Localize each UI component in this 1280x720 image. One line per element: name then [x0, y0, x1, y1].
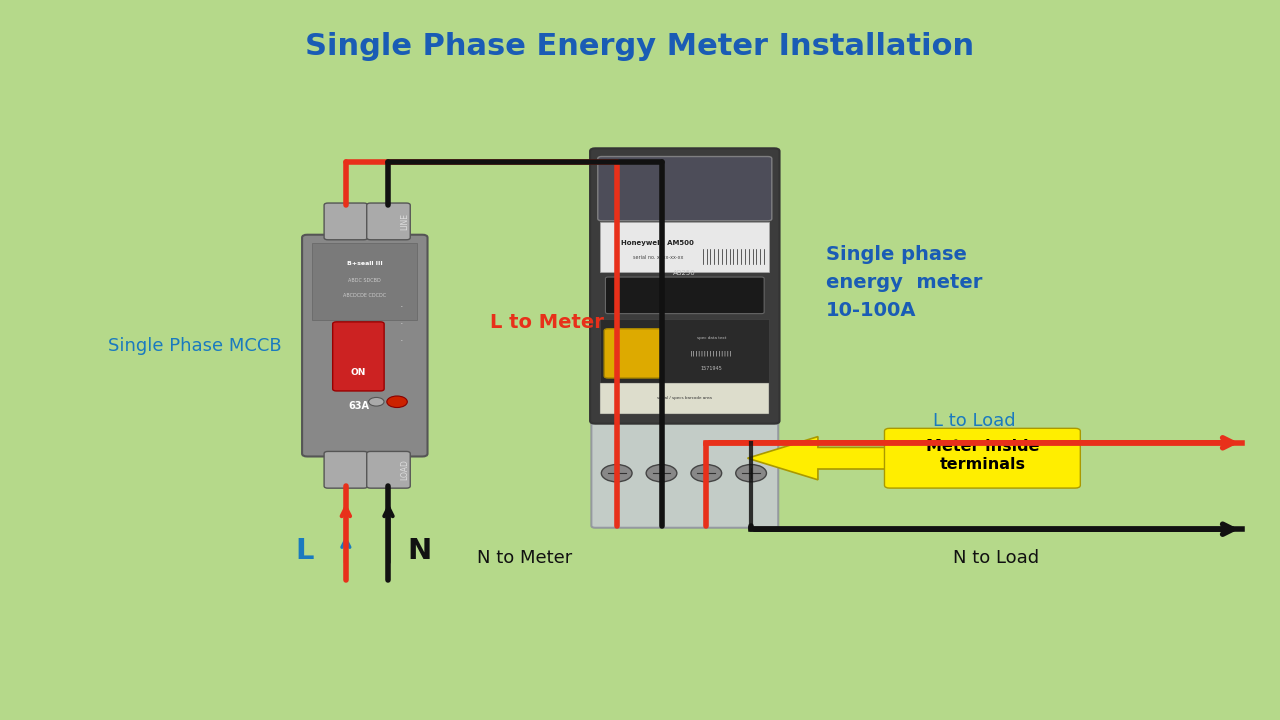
Circle shape — [691, 464, 722, 482]
FancyBboxPatch shape — [605, 277, 764, 314]
FancyBboxPatch shape — [366, 451, 410, 488]
Text: Honeywell  AM500: Honeywell AM500 — [622, 240, 694, 246]
Text: ·: · — [399, 302, 403, 312]
FancyBboxPatch shape — [591, 411, 778, 528]
Text: L to Meter: L to Meter — [490, 312, 604, 332]
Circle shape — [602, 464, 632, 482]
Text: ·: · — [399, 336, 403, 346]
Text: AB250: AB250 — [673, 270, 696, 276]
Text: spec data text: spec data text — [698, 336, 726, 341]
Text: Single Phase MCCB: Single Phase MCCB — [108, 336, 282, 354]
Polygon shape — [748, 436, 890, 480]
FancyBboxPatch shape — [600, 222, 769, 271]
Circle shape — [387, 396, 407, 408]
Text: ON: ON — [351, 368, 366, 377]
FancyBboxPatch shape — [600, 319, 769, 384]
FancyBboxPatch shape — [598, 156, 772, 221]
FancyBboxPatch shape — [366, 203, 410, 240]
Text: Single phase
energy  meter
10-100A: Single phase energy meter 10-100A — [826, 245, 982, 320]
Text: ABDC SDCBD: ABDC SDCBD — [348, 279, 381, 283]
FancyBboxPatch shape — [600, 382, 769, 414]
Text: Meter inside
terminals: Meter inside terminals — [925, 438, 1039, 472]
Text: N to Load: N to Load — [954, 549, 1039, 567]
Text: LINE: LINE — [401, 213, 410, 230]
Text: Single Phase Energy Meter Installation: Single Phase Energy Meter Installation — [306, 32, 974, 61]
Text: N: N — [407, 537, 431, 564]
Text: L: L — [296, 537, 314, 564]
Text: L to Load: L to Load — [933, 412, 1015, 430]
Text: serial no. xxxx-xx-xx: serial no. xxxx-xx-xx — [632, 256, 684, 261]
FancyBboxPatch shape — [312, 243, 417, 320]
Text: |||||||||||||||: ||||||||||||||| — [690, 351, 733, 356]
Text: ABCDCDE CDCDC: ABCDCDE CDCDC — [343, 294, 387, 298]
Text: N to Meter: N to Meter — [477, 549, 572, 567]
FancyBboxPatch shape — [324, 203, 367, 240]
Text: 1571945: 1571945 — [701, 366, 722, 371]
Circle shape — [736, 464, 767, 482]
Circle shape — [646, 464, 677, 482]
Text: serial / specs barcode area: serial / specs barcode area — [658, 396, 712, 400]
Circle shape — [369, 397, 384, 406]
Text: LOAD: LOAD — [401, 459, 410, 480]
Text: ·: · — [399, 319, 403, 329]
FancyBboxPatch shape — [324, 451, 367, 488]
FancyBboxPatch shape — [333, 322, 384, 391]
FancyBboxPatch shape — [604, 329, 662, 378]
Text: B+seall III: B+seall III — [347, 261, 383, 266]
Text: 63A: 63A — [348, 401, 370, 411]
FancyBboxPatch shape — [590, 148, 780, 423]
FancyBboxPatch shape — [884, 428, 1080, 488]
FancyBboxPatch shape — [302, 235, 428, 456]
